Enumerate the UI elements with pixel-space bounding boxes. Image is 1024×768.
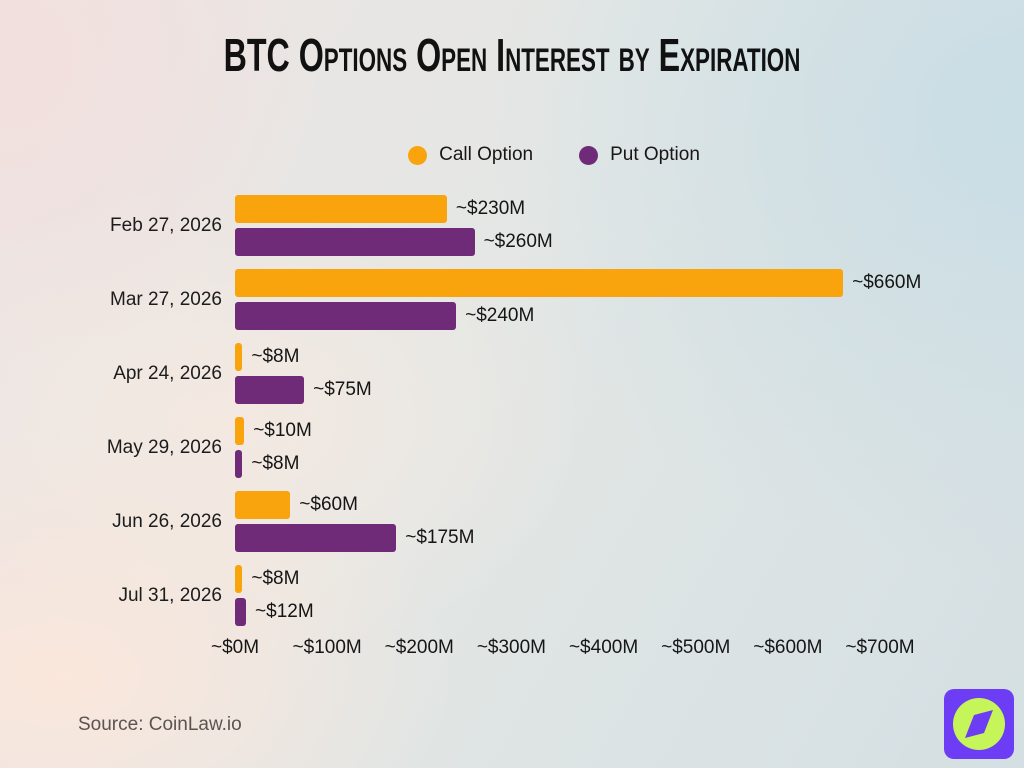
bar bbox=[235, 524, 397, 552]
call-option-dot-icon bbox=[408, 145, 428, 165]
category-label: Jun 26, 2026 bbox=[112, 510, 222, 532]
bar-line: ~$240M bbox=[235, 302, 880, 330]
legend: Call Option Put Option bbox=[42, 144, 1024, 166]
x-axis-tick-label: ~$100M bbox=[292, 637, 362, 658]
bar-value-label: ~$240M bbox=[465, 305, 535, 326]
put-option-dot-icon bbox=[579, 145, 599, 165]
bar-value-label: ~$8M bbox=[251, 568, 300, 589]
plot-area: Feb 27, 2026 ~$230M ~$260M Mar 27, 2026 ~$66… bbox=[0, 195, 1024, 639]
bar-line: ~$8M bbox=[235, 565, 880, 593]
bar-group: Jul 31, 2026 ~$8M ~$12M bbox=[0, 565, 1024, 626]
bar bbox=[235, 269, 844, 297]
bar bbox=[235, 195, 447, 223]
x-axis-tick-label: ~$0M bbox=[210, 637, 260, 658]
x-axis: ~$0M ~$100M ~$200M ~$300M ~$400M ~$500M ~$600M… bbox=[211, 637, 915, 661]
bar-value-label: ~$660M bbox=[852, 272, 922, 293]
bar-line: ~$8M bbox=[235, 343, 880, 371]
bar-group: Jun 26, 2026 ~$60M ~$175M bbox=[0, 491, 1024, 552]
bar bbox=[235, 302, 457, 330]
bar-pair: ~$8M ~$75M bbox=[235, 343, 880, 404]
legend-item-put: Put Option bbox=[579, 144, 700, 166]
bar-value-label: ~$75M bbox=[313, 379, 372, 400]
bar bbox=[235, 343, 243, 371]
category-label: Jul 31, 2026 bbox=[118, 584, 222, 606]
bar-line: ~$660M bbox=[235, 269, 921, 297]
source-attribution: Source: CoinLaw.io bbox=[78, 714, 242, 735]
category-label: Apr 24, 2026 bbox=[113, 362, 222, 384]
x-axis-tick-label: ~$500M bbox=[661, 637, 731, 658]
bar-line: ~$8M bbox=[235, 450, 880, 478]
category-label: Feb 27, 2026 bbox=[110, 214, 222, 236]
bar-value-label: ~$8M bbox=[251, 453, 300, 474]
bar-value-label: ~$10M bbox=[253, 420, 312, 441]
bar-value-label: ~$8M bbox=[251, 346, 300, 367]
legend-item-call: Call Option bbox=[408, 144, 533, 166]
bar-group: May 29, 2026 ~$10M ~$8M bbox=[0, 417, 1024, 478]
bar-value-label: ~$12M bbox=[255, 601, 314, 622]
bar-pair: ~$8M ~$12M bbox=[235, 565, 880, 626]
bar-line: ~$230M bbox=[235, 195, 880, 223]
x-axis-tick-label: ~$200M bbox=[384, 637, 454, 658]
legend-label-put: Put Option bbox=[610, 144, 700, 165]
bar-line: ~$260M bbox=[235, 228, 880, 256]
bar bbox=[235, 417, 245, 445]
bar bbox=[235, 450, 243, 478]
bar bbox=[235, 376, 305, 404]
category-label: Mar 27, 2026 bbox=[110, 288, 222, 310]
bar-line: ~$60M bbox=[235, 491, 880, 519]
bar bbox=[235, 228, 475, 256]
x-axis-tick-label: ~$300M bbox=[476, 637, 547, 658]
bar-pair: ~$10M ~$8M bbox=[235, 417, 880, 478]
bar-line: ~$10M bbox=[235, 417, 880, 445]
bar-line: ~$175M bbox=[235, 524, 880, 552]
bar-pair: ~$660M ~$240M bbox=[235, 269, 921, 330]
category-label: May 29, 2026 bbox=[106, 436, 222, 458]
bar-value-label: ~$230M bbox=[455, 198, 526, 219]
compass-icon bbox=[953, 698, 1005, 750]
bar-value-label: ~$175M bbox=[405, 527, 475, 548]
bar-pair: ~$230M ~$260M bbox=[235, 195, 880, 256]
bar-value-label: ~$60M bbox=[299, 494, 358, 515]
bar-pair: ~$60M ~$175M bbox=[235, 491, 880, 552]
bar bbox=[235, 565, 243, 593]
bar-value-label: ~$260M bbox=[483, 231, 553, 252]
bar-line: ~$12M bbox=[235, 598, 880, 626]
bar bbox=[235, 598, 247, 626]
chart-title: BTC Options Open Interest by Expiration bbox=[223, 29, 801, 81]
bar-group: Mar 27, 2026 ~$660M ~$240M bbox=[0, 269, 1024, 330]
bar-group: Apr 24, 2026 ~$8M ~$75M bbox=[0, 343, 1024, 404]
x-axis-tick-label: ~$400M bbox=[568, 637, 639, 658]
x-axis-tick-label: ~$600M bbox=[753, 637, 823, 658]
bar bbox=[235, 491, 291, 519]
x-axis-tick-label: ~$700M bbox=[845, 637, 915, 658]
coinlaw-logo bbox=[944, 689, 1014, 759]
legend-label-call: Call Option bbox=[439, 144, 534, 165]
bar-line: ~$75M bbox=[235, 376, 880, 404]
bar-group: Feb 27, 2026 ~$230M ~$260M bbox=[0, 195, 1024, 256]
